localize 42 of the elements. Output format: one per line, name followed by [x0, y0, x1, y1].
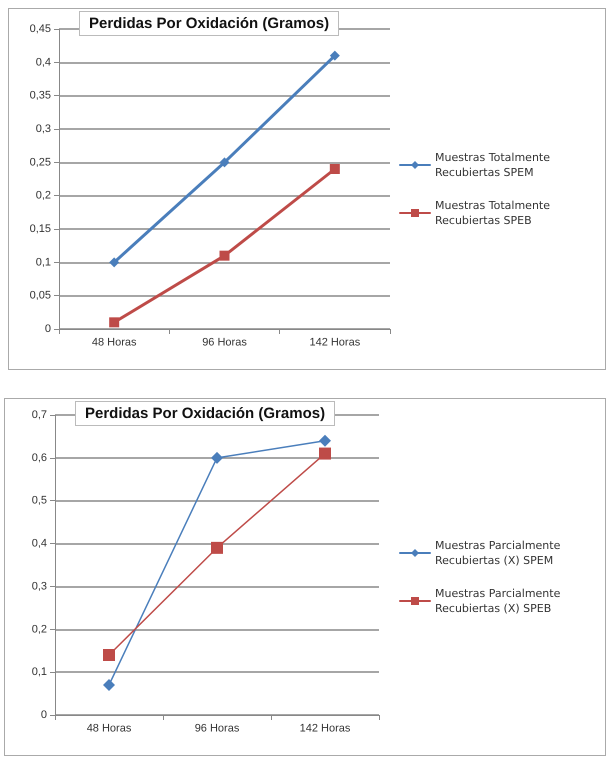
y-tick-label: 0,05: [30, 290, 51, 302]
y-tick-label: 0,1: [32, 666, 47, 678]
point: [109, 317, 120, 328]
y-tick-label: 0,2: [36, 190, 51, 202]
y-tick-label: 0,6: [32, 452, 47, 464]
point: [103, 649, 115, 661]
y-tick-label: 0,35: [30, 90, 51, 102]
point: [330, 50, 340, 61]
x-tick-label: 96 Horas: [194, 722, 240, 734]
point: [103, 679, 115, 691]
x-tick-label: 96 Horas: [202, 336, 248, 348]
point: [220, 157, 230, 168]
point: [211, 542, 223, 554]
x-tick-label: 48 Horas: [86, 722, 132, 734]
y-tick-label: 0,45: [30, 23, 51, 35]
x-tick-label: 48 Horas: [92, 336, 137, 348]
point: [330, 164, 340, 174]
point: [109, 257, 120, 268]
y-tick-label: 0,5: [32, 494, 47, 507]
legend-label: Muestras Parcialmente Recubiertas (X) SPEB: [435, 587, 564, 615]
y-tick-label: 0: [44, 323, 51, 335]
y-tick-label: 0,1: [36, 256, 51, 268]
y-tick-label: 0: [40, 709, 47, 721]
x-tick-label: 142 Horas: [300, 722, 351, 734]
y-tick-label: 0,25: [30, 156, 51, 168]
point: [220, 250, 230, 261]
y-tick-label: 0,15: [30, 223, 51, 235]
x-tick-label: 142 Horas: [309, 336, 361, 348]
point: [319, 448, 331, 460]
legend-label: Muestras Totalmente Recubiertas SPEM: [435, 151, 554, 179]
legend-label: Muestras Parcialmente Recubiertas (X) SPEM: [435, 539, 564, 567]
y-tick-label: 0,4: [36, 56, 51, 68]
y-tick-label: 0,7: [32, 409, 47, 421]
y-tick-label: 0,2: [32, 623, 47, 636]
point: [211, 452, 223, 464]
point: [319, 434, 331, 447]
chart-title: Perdidas Por Oxidación (Gramos): [89, 15, 330, 32]
y-tick-label: 0,3: [36, 123, 51, 135]
y-tick-label: 0,3: [32, 580, 47, 592]
y-tick-label: 0,4: [32, 538, 47, 550]
legend-label: Muestras Totalmente Recubiertas SPEB: [435, 199, 554, 227]
chart-title: Perdidas Por Oxidación (Gramos): [85, 405, 326, 422]
